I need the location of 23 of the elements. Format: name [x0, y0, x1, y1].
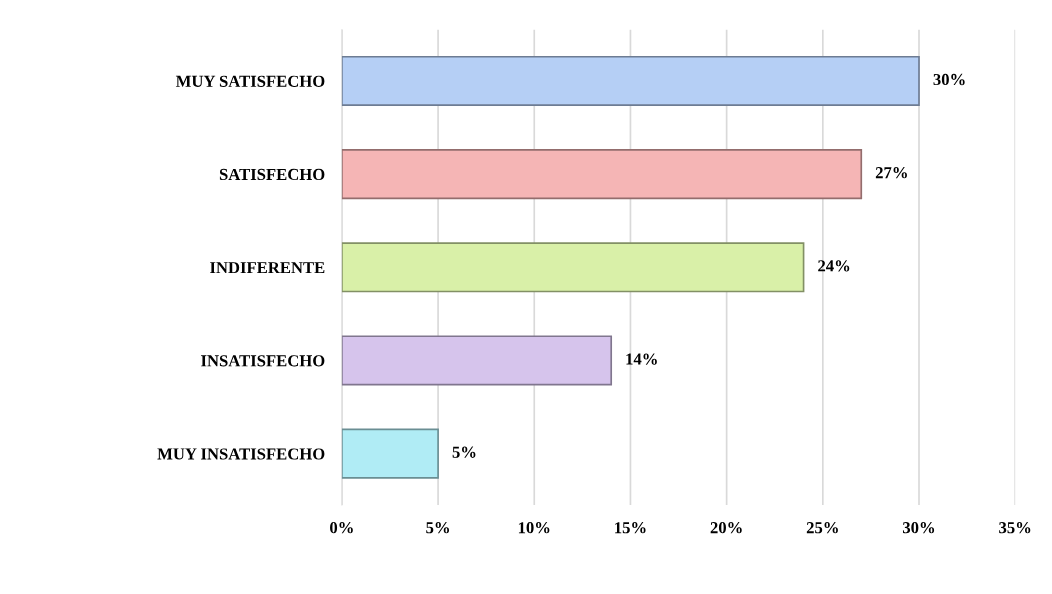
y-tick-label: SATISFECHO [219, 168, 325, 181]
x-tick-label: 10% [518, 522, 550, 534]
bar [341, 242, 805, 293]
bar [341, 149, 863, 200]
x-tick-label: 5% [426, 522, 450, 534]
bar [341, 335, 613, 386]
x-tick-label: 15% [615, 522, 646, 534]
y-tick-label: MUY INSATISFECHO [157, 448, 325, 460]
data-label: 5% [452, 446, 476, 458]
x-tick-label: 25% [806, 522, 838, 534]
data-label: 27% [875, 167, 907, 179]
x-tick-label: 35% [999, 522, 1031, 534]
data-label: 14% [626, 353, 657, 365]
data-label: 24% [818, 260, 850, 272]
y-tick-label: MUY SATISFECHO [175, 75, 325, 87]
x-tick-label: 30% [902, 522, 935, 534]
bar [341, 428, 439, 479]
data-label: 30% [933, 73, 965, 86]
y-tick-label: INDIFERENTE [210, 262, 325, 274]
bar [341, 55, 920, 107]
y-tick-label: INSATISFECHO [201, 355, 325, 367]
x-tick-label: 20% [710, 522, 742, 534]
x-tick-label: 0% [330, 522, 353, 534]
